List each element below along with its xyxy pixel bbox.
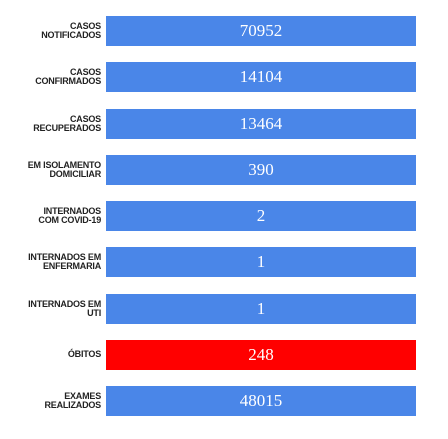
label-line: INTERNADOS xyxy=(43,206,101,216)
row-label: CASOS CONFIRMADOS xyxy=(0,62,101,92)
value-box: 2 xyxy=(106,201,416,231)
label-line: EM ISOLAMENTO xyxy=(27,159,101,170)
label-line: CASOS xyxy=(69,21,101,31)
label-line: INTERNADOS EM xyxy=(28,298,101,309)
row-label: EM ISOLAMENTO DOMICILIAR xyxy=(0,155,101,185)
row-label: CASOS RECUPERADOS xyxy=(0,109,101,139)
label-line: INTERNADOS EM xyxy=(28,252,101,263)
value-box: 13464 xyxy=(106,108,416,139)
label-line: CASOS xyxy=(69,67,101,78)
label-line: REALIZADOS xyxy=(44,400,101,410)
row-label: CASOS NOTIFICADOS xyxy=(0,16,101,46)
value-box: 48015 xyxy=(106,386,416,416)
label-line: ÓBITOS xyxy=(67,349,101,360)
label-line: CASOS xyxy=(69,113,101,124)
label-line: DOMICILIAR xyxy=(49,168,102,179)
row-label: INTERNADOS EM ENFERMARIA xyxy=(0,247,101,277)
label-line: CONFIRMADOS xyxy=(35,76,101,87)
row-label: INTERNADOS EM UTI xyxy=(0,294,101,324)
label-line: UTI xyxy=(87,307,101,318)
row-label: EXAMES REALIZADOS xyxy=(0,386,101,416)
value-box: 1 xyxy=(106,247,416,278)
value-box: 14104 xyxy=(106,62,416,93)
value-box: 70952 xyxy=(106,16,416,46)
label-line: ENFERMARIA xyxy=(43,261,101,272)
label-line: RECUPERADOS xyxy=(33,122,101,133)
row-label: INTERNADOS COM COVID-19 xyxy=(0,201,101,231)
value-box: 248 xyxy=(106,339,416,370)
value-box: 390 xyxy=(106,154,416,185)
label-line: EXAMES xyxy=(64,391,101,401)
value-box: 1 xyxy=(106,293,416,324)
label-line: COM COVID-19 xyxy=(38,215,101,225)
row-label: ÓBITOS xyxy=(0,340,101,370)
label-line: NOTIFICADOS xyxy=(41,30,101,40)
